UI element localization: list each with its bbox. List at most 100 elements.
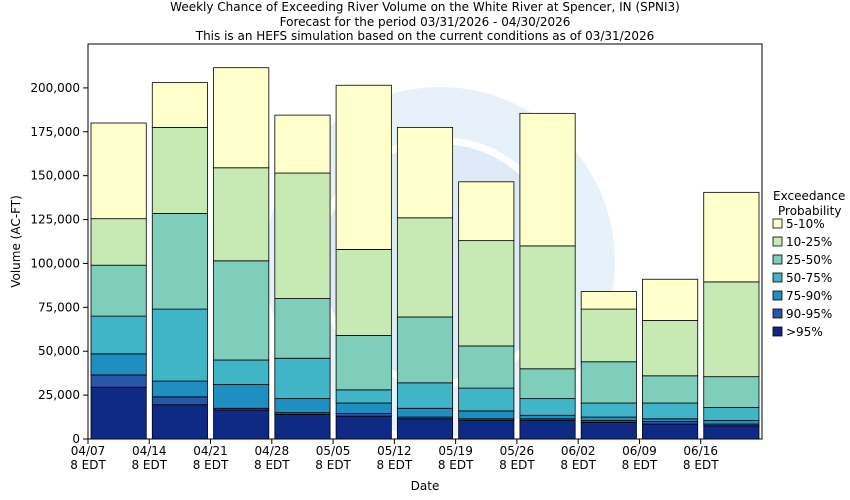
bar-segment-5-10-05-26 <box>519 112 576 247</box>
x-tick-label-tz: 8 EDT <box>622 458 658 472</box>
x-tick-label-tz: 8 EDT <box>193 458 229 472</box>
bar-segment-10-25-05-05 <box>335 248 392 336</box>
bar-segment-25-50-04-14 <box>151 213 208 310</box>
y-tick-label: 0 <box>72 432 80 446</box>
x-tick-label-tz: 8 EDT <box>377 458 413 472</box>
bar-segment-5-10-06-16 <box>703 191 760 283</box>
x-tick-label-date: 04/28 <box>255 444 290 458</box>
bar-segment-95-06-02 <box>580 421 637 440</box>
legend-title: Exceedance <box>773 189 845 203</box>
bar-segment-75-90-06-02 <box>580 416 637 421</box>
bar-segment-95-04-07 <box>90 386 147 440</box>
bar-segment-95-06-09 <box>642 423 699 440</box>
bar-segment-50-75-04-14 <box>151 308 208 382</box>
bar-segment-5-10-05-05 <box>335 84 392 250</box>
bar-segment-25-50-06-02 <box>580 361 637 404</box>
bar-segment-50-75-06-02 <box>580 402 637 418</box>
bar-segment-90-95-04-07 <box>90 374 147 388</box>
y-tick-label: 25,000 <box>38 388 80 402</box>
bar-segment-50-75-05-05 <box>335 389 392 404</box>
bar-segment-5-10-05-12 <box>396 126 454 219</box>
bar-segment-25-50-06-16 <box>703 376 760 408</box>
y-tick-label: 150,000 <box>30 169 80 183</box>
bar-segment-25-50-05-19 <box>458 345 515 389</box>
bar-segment-10-25-04-14 <box>151 126 208 214</box>
bar-segment-10-25-06-09 <box>642 320 699 377</box>
bar-segment-95-05-12 <box>396 418 454 440</box>
bar-segment-50-75-04-21 <box>213 359 270 385</box>
axes-group: 0 25,000 50,000 75,000 100,000 125,000 150,000… <box>9 81 719 493</box>
legend-label: >95% <box>786 325 823 339</box>
bar-segment-50-75-05-19 <box>458 387 515 412</box>
legend-swatch <box>772 236 783 247</box>
bar-segment-10-25-04-28 <box>274 172 331 299</box>
bar-segment-50-75-04-28 <box>274 357 331 400</box>
bar-segment-75-90-04-14 <box>151 380 208 398</box>
bar-segment-25-50-06-09 <box>642 375 699 404</box>
x-tick-label-date: 06/02 <box>561 444 596 458</box>
legend-swatch <box>772 290 783 301</box>
x-tick-label-date: 05/05 <box>316 444 351 458</box>
y-axis-label: Volume (AC-FT) <box>9 195 23 288</box>
bar-segment-10-25-05-19 <box>458 240 515 347</box>
x-tick-label-tz: 8 EDT <box>560 458 596 472</box>
bar-segment-95-05-26 <box>519 420 576 440</box>
x-tick-label-tz: 8 EDT <box>438 458 474 472</box>
bar-segment-10-25-05-12 <box>396 217 454 318</box>
bar-segment-5-10-04-28 <box>274 114 331 174</box>
legend-swatch <box>772 308 783 319</box>
bar-segment-25-50-04-07 <box>90 264 147 317</box>
bar-segment-95-04-21 <box>213 409 270 440</box>
x-tick-label-date: 05/26 <box>500 444 535 458</box>
bar-segment-95-05-05 <box>335 415 392 440</box>
bar-segment-10-25-05-26 <box>519 245 576 370</box>
bar-segment-5-10-06-09 <box>642 278 699 321</box>
y-tick-label: 200,000 <box>30 81 80 95</box>
bar-segment-50-75-06-09 <box>642 402 699 420</box>
x-tick-label-date: 06/09 <box>622 444 657 458</box>
legend-swatch <box>772 218 783 229</box>
bar-segment-75-90-05-26 <box>519 414 576 420</box>
bar-segment-50-75-05-12 <box>396 382 454 409</box>
x-tick-label-date: 04/14 <box>132 444 167 458</box>
legend-swatch <box>772 254 783 265</box>
x-tick-label-date: 04/07 <box>71 444 106 458</box>
y-tick-label: 125,000 <box>30 213 80 227</box>
y-tick-label: 175,000 <box>30 125 80 139</box>
bar-segment-50-75-04-07 <box>90 315 147 355</box>
bar-segment-95-04-28 <box>274 414 331 440</box>
bar-segment-5-10-04-14 <box>151 82 208 128</box>
y-tick-label: 50,000 <box>38 344 80 358</box>
bar-segment-75-90-05-12 <box>396 407 454 418</box>
bar-segment-50-75-05-26 <box>519 398 576 416</box>
bar-segment-10-25-04-21 <box>213 167 270 262</box>
bar-segment-5-10-05-19 <box>458 181 515 242</box>
bar-segment-90-95-04-14 <box>151 396 208 406</box>
legend-label: 50-75% <box>786 271 832 285</box>
x-tick-label-date: 05/19 <box>438 444 473 458</box>
bar-segment-10-25-06-02 <box>580 308 637 363</box>
x-tick-label-date: 06/16 <box>683 444 718 458</box>
x-tick-label-tz: 8 EDT <box>254 458 290 472</box>
bar-segment-95-05-19 <box>458 420 515 440</box>
legend-label: 90-95% <box>786 307 832 321</box>
y-tick-label: 100,000 <box>30 256 80 270</box>
x-tick-label-tz: 8 EDT <box>70 458 106 472</box>
legend-swatch <box>772 326 783 337</box>
chart-subtitle-forecast: Forecast for the period 03/31/2026 - 04/… <box>279 15 571 29</box>
bar-segment-10-25-04-07 <box>90 218 147 266</box>
legend-label: 5-10% <box>786 217 825 231</box>
bar-segment-25-50-04-28 <box>274 298 331 359</box>
x-axis-label: Date <box>411 479 440 493</box>
bar-segment-25-50-05-26 <box>519 368 576 400</box>
bar-segment-75-90-04-21 <box>213 384 270 409</box>
x-tick-label-tz: 8 EDT <box>499 458 535 472</box>
legend-title: Probability <box>778 204 841 218</box>
bar-segment-5-10-06-02 <box>580 291 637 310</box>
x-tick-label-tz: 8 EDT <box>315 458 351 472</box>
x-tick-label-tz: 8 EDT <box>131 458 167 472</box>
y-tick-label: 75,000 <box>38 300 80 314</box>
legend-label: 10-25% <box>786 235 832 249</box>
